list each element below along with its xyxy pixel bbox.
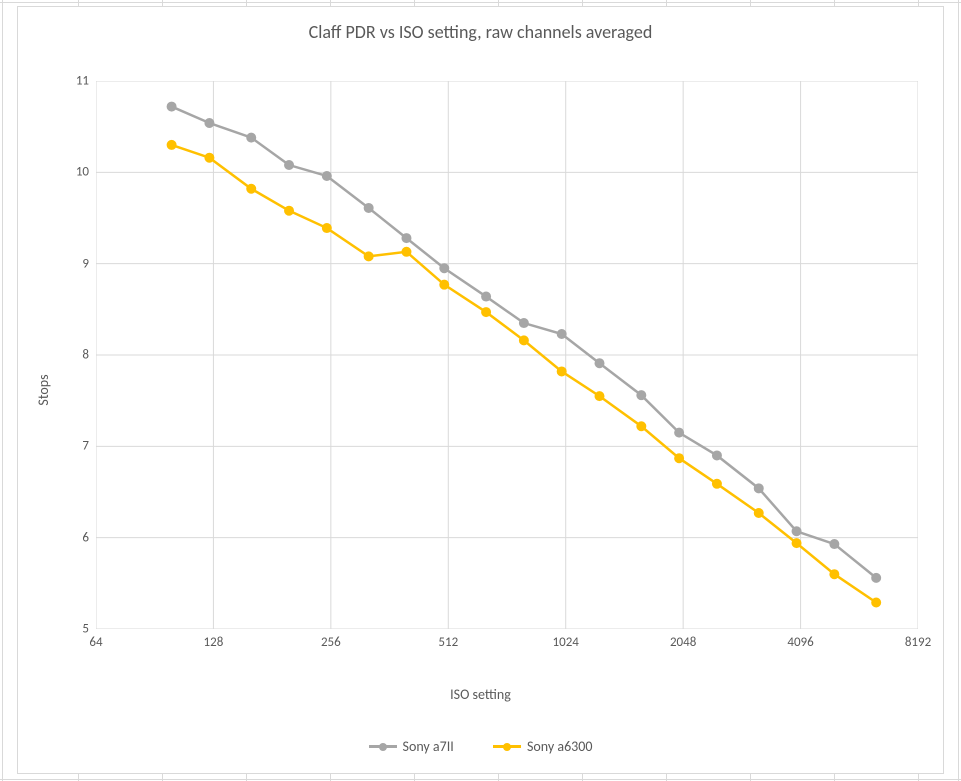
chart-title: Claff PDR vs ISO setting, raw channels a…: [18, 21, 943, 43]
chart-container: Claff PDR vs ISO setting, raw channels a…: [17, 6, 944, 774]
y-tick-label: 8: [49, 348, 89, 363]
y-tick-label: 11: [49, 74, 89, 89]
x-tick-label: 8192: [905, 635, 931, 650]
x-tick-label: 4096: [787, 635, 813, 650]
y-tick-label: 5: [49, 622, 89, 637]
x-tick-label: 2048: [670, 635, 696, 650]
legend-swatch-a7ii: [369, 745, 397, 748]
y-axis-label: Stops: [35, 374, 52, 405]
legend: Sony a7II Sony a6300: [18, 735, 943, 755]
legend-swatch-a6300: [493, 745, 521, 748]
x-tick-label: 256: [321, 635, 341, 650]
x-tick-label: 128: [204, 635, 224, 650]
plot-area: [96, 81, 918, 629]
legend-item-a7ii: Sony a7II: [369, 738, 454, 755]
x-tick-label: 512: [438, 635, 458, 650]
x-tick-label: 1024: [553, 635, 579, 650]
x-axis-label: ISO setting: [18, 686, 943, 703]
y-tick-label: 9: [49, 256, 89, 271]
y-tick-label: 6: [49, 530, 89, 545]
legend-label-a6300: Sony a6300: [527, 738, 593, 755]
y-tick-label: 7: [49, 439, 89, 454]
y-tick-label: 10: [49, 165, 89, 180]
legend-label-a7ii: Sony a7II: [403, 738, 454, 755]
x-tick-label: 64: [89, 635, 102, 650]
chart-svg: [96, 81, 918, 629]
legend-item-a6300: Sony a6300: [493, 738, 593, 755]
